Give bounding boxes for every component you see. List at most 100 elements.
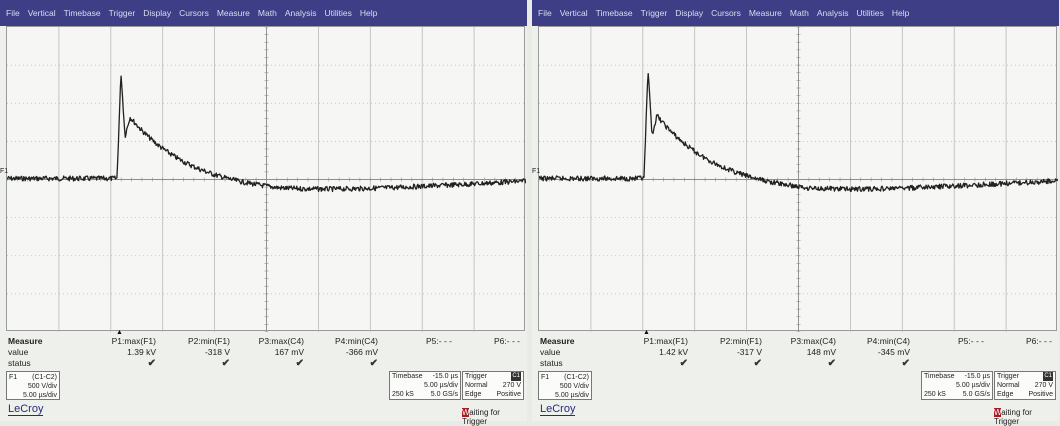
status-ok-icon: ✔ — [221, 358, 230, 369]
timebase-samples: 250 kS — [924, 391, 946, 398]
menu-analysis[interactable]: Analysis — [816, 8, 849, 18]
value-row-label: value — [8, 347, 29, 357]
menu-trigger[interactable]: Trigger — [108, 8, 136, 18]
channel-name: F1 — [9, 374, 18, 381]
scope-screen-left: File Vertical Timebase Trigger Display C… — [0, 0, 527, 426]
channel-source: (C1-C2) — [32, 374, 57, 381]
status-ok-icon: ✔ — [827, 358, 836, 369]
trigger-label: Trigger — [465, 373, 487, 380]
menu-bar: File Vertical Timebase Trigger Display C… — [0, 0, 527, 26]
channel-name: F1 — [541, 374, 550, 381]
param-header-p4[interactable]: P4:min(C4) — [335, 336, 378, 346]
trigger-level: 270 V — [502, 382, 521, 389]
channel-descriptor-f1[interactable]: F1 (C1-C2) 500 V/div 5.00 µs/div — [6, 371, 60, 400]
trigger-channel-badge: C1 — [1043, 372, 1053, 381]
scope-screen-right: File Vertical Timebase Trigger Display C… — [532, 0, 1059, 426]
param-header-p2[interactable]: P2:min(F1) — [187, 336, 230, 346]
trigger-position-marker-icon: ▲ — [643, 329, 650, 336]
trigger-descriptor[interactable]: Trigger C1 Normal 270 V Edge Positive — [462, 371, 524, 400]
trigger-mode: Normal — [465, 382, 488, 389]
menu-measure[interactable]: Measure — [216, 8, 250, 18]
lecroy-logo: LeCroy — [540, 403, 576, 416]
menu-measure[interactable]: Measure — [748, 8, 782, 18]
menu-help[interactable]: Help — [891, 8, 910, 18]
status-ok-icon: ✔ — [679, 358, 688, 369]
measure-title: Measure — [540, 336, 575, 346]
waveform-grid[interactable] — [6, 26, 526, 332]
lecroy-logo: LeCroy — [8, 403, 44, 416]
menu-display[interactable]: Display — [143, 8, 172, 18]
param-header-p3[interactable]: P3:max(C4) — [258, 336, 304, 346]
timebase-descriptor[interactable]: Timebase -15.0 µs 5.00 µs/div 250 kS 5.0 G… — [921, 371, 993, 400]
value-p4: -366 mV — [345, 347, 378, 357]
value-p3: 167 mV — [274, 347, 304, 357]
param-header-p4[interactable]: P4:min(C4) — [867, 336, 910, 346]
trigger-slope: Positive — [1028, 391, 1053, 398]
timebase-per-div: 5.00 µs/div — [956, 382, 990, 389]
menu-vertical[interactable]: Vertical — [27, 8, 56, 18]
waveform-trace-f1 — [7, 75, 526, 193]
trigger-type: Edge — [997, 391, 1014, 398]
waveform-grid[interactable] — [538, 26, 1058, 332]
channel-descriptor-f1[interactable]: F1 (C1-C2) 500 V/div 5.00 µs/div — [538, 371, 592, 400]
menu-display[interactable]: Display — [675, 8, 704, 18]
status-ok-icon: ✔ — [369, 358, 378, 369]
param-header-p6[interactable]: P6:- - - — [494, 336, 520, 346]
trigger-mode: Normal — [997, 382, 1020, 389]
menu-math[interactable]: Math — [789, 8, 809, 18]
menu-cursors[interactable]: Cursors — [711, 8, 741, 18]
timebase-rate: 5.0 GS/s — [430, 391, 458, 398]
trigger-position-marker-icon: ▲ — [116, 329, 123, 336]
menu-cursors[interactable]: Cursors — [179, 8, 209, 18]
waveform-svg — [7, 27, 526, 332]
trigger-descriptor[interactable]: Trigger C1 Normal 270 V Edge Positive — [994, 371, 1056, 400]
acquisition-status: Waiting for Trigger — [462, 408, 527, 426]
acquisition-status: Waiting for Trigger — [994, 408, 1059, 426]
status-first-letter: W — [462, 408, 470, 417]
menu-utilities[interactable]: Utilities — [324, 8, 352, 18]
param-header-p3[interactable]: P3:max(C4) — [790, 336, 836, 346]
timebase-delay: -15.0 µs — [432, 373, 458, 380]
timebase-delay: -15.0 µs — [964, 373, 990, 380]
menu-timebase[interactable]: Timebase — [595, 8, 633, 18]
menu-help[interactable]: Help — [359, 8, 378, 18]
menu-trigger[interactable]: Trigger — [640, 8, 668, 18]
param-header-p2[interactable]: P2:min(F1) — [719, 336, 762, 346]
status-first-letter: W — [994, 408, 1002, 417]
trigger-level: 270 V — [1034, 382, 1053, 389]
param-header-p5[interactable]: P5:- - - — [958, 336, 984, 346]
menu-timebase[interactable]: Timebase — [63, 8, 101, 18]
channel-vdiv: 500 V/div — [27, 383, 57, 390]
menu-utilities[interactable]: Utilities — [856, 8, 884, 18]
waveform-svg — [539, 27, 1058, 332]
value-p3: 148 mV — [806, 347, 836, 357]
status-row-label: status — [8, 358, 31, 368]
menu-analysis[interactable]: Analysis — [284, 8, 317, 18]
value-p4: -345 mV — [877, 347, 910, 357]
measure-title: Measure — [8, 336, 43, 346]
menu-vertical[interactable]: Vertical — [559, 8, 588, 18]
menu-file[interactable]: File — [538, 8, 552, 18]
timebase-per-div: 5.00 µs/div — [424, 382, 458, 389]
measure-panel: Measure P1:max(F1) P2:min(F1) P3:max(C4)… — [538, 336, 1057, 370]
status-row-label: status — [540, 358, 563, 368]
param-header-p1[interactable]: P1:max(F1) — [111, 336, 156, 346]
param-header-p1[interactable]: P1:max(F1) — [643, 336, 688, 346]
param-header-p5[interactable]: P5:- - - — [426, 336, 452, 346]
value-p2: -318 V — [204, 347, 230, 357]
status-ok-icon: ✔ — [753, 358, 762, 369]
status-ok-icon: ✔ — [901, 358, 910, 369]
timebase-samples: 250 kS — [392, 391, 414, 398]
channel-tdiv: 5.00 µs/div — [23, 392, 57, 399]
timebase-descriptor[interactable]: Timebase -15.0 µs 5.00 µs/div 250 kS 5.0 G… — [389, 371, 461, 400]
param-header-p6[interactable]: P6:- - - — [1026, 336, 1052, 346]
trigger-channel-badge: C1 — [511, 372, 521, 381]
value-p1: 1.39 kV — [127, 347, 156, 357]
channel-tdiv: 5.00 µs/div — [555, 392, 589, 399]
menu-file[interactable]: File — [6, 8, 20, 18]
trigger-label: Trigger — [997, 373, 1019, 380]
trace-label-f1: F1 — [532, 168, 541, 175]
trigger-slope: Positive — [496, 391, 521, 398]
waveform-trace-f1 — [539, 72, 1058, 193]
menu-math[interactable]: Math — [257, 8, 277, 18]
